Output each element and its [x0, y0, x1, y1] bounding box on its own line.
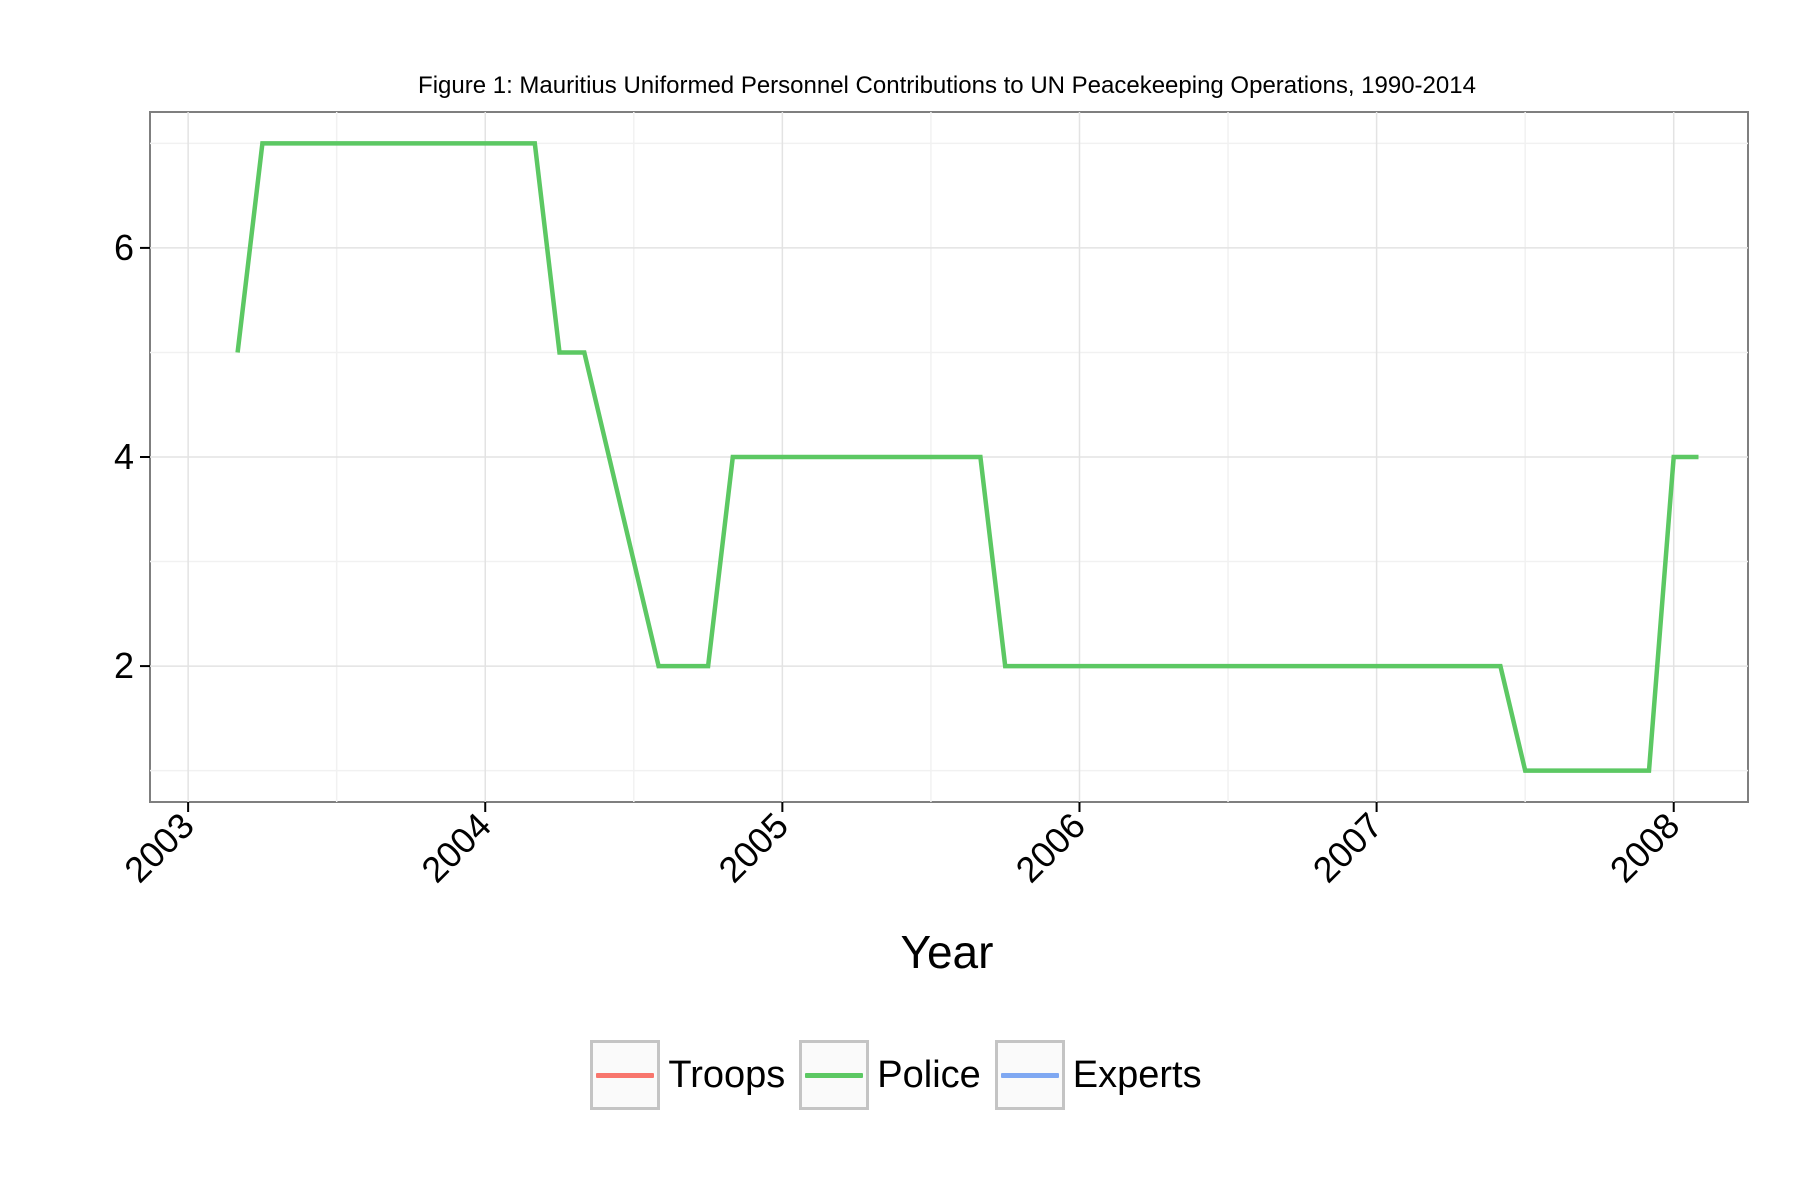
y-tick-label: 6 [114, 227, 134, 268]
x-tick-label: 2003 [116, 805, 202, 891]
y-tick-label: 2 [114, 645, 134, 686]
series-line-police [235, 141, 1699, 773]
legend-key [799, 1040, 870, 1110]
x-tick-label: 2006 [1008, 805, 1094, 891]
x-tick-label: 2005 [710, 805, 796, 891]
legend-swatch [596, 1072, 655, 1078]
y-tick-label: 4 [114, 436, 134, 477]
series-layer [235, 141, 1699, 773]
legend-swatch [1000, 1072, 1059, 1078]
legend-key [590, 1040, 661, 1110]
x-axis: 2003 2004 2005 2006 2007 2008 [116, 802, 1687, 890]
x-tick-label: 2004 [413, 805, 499, 891]
legend-item-police: Police [799, 1040, 989, 1110]
legend-key [994, 1040, 1065, 1110]
legend-item-experts: Experts [994, 1040, 1210, 1110]
legend: Troops Police Experts [0, 1040, 1800, 1110]
legend-swatch [805, 1072, 864, 1078]
legend-item-troops: Troops [590, 1040, 793, 1110]
x-tick-label: 2008 [1602, 805, 1688, 891]
chart-title: Figure 1: Mauritius Uniformed Personnel … [418, 72, 1476, 99]
x-tick-label: 2007 [1305, 805, 1391, 891]
legend-label: Troops [668, 1054, 786, 1096]
x-axis-title: Year [901, 926, 994, 978]
legend-label: Police [877, 1054, 981, 1096]
y-axis: 2 4 6 [114, 227, 150, 686]
legend-label: Experts [1072, 1054, 1202, 1096]
